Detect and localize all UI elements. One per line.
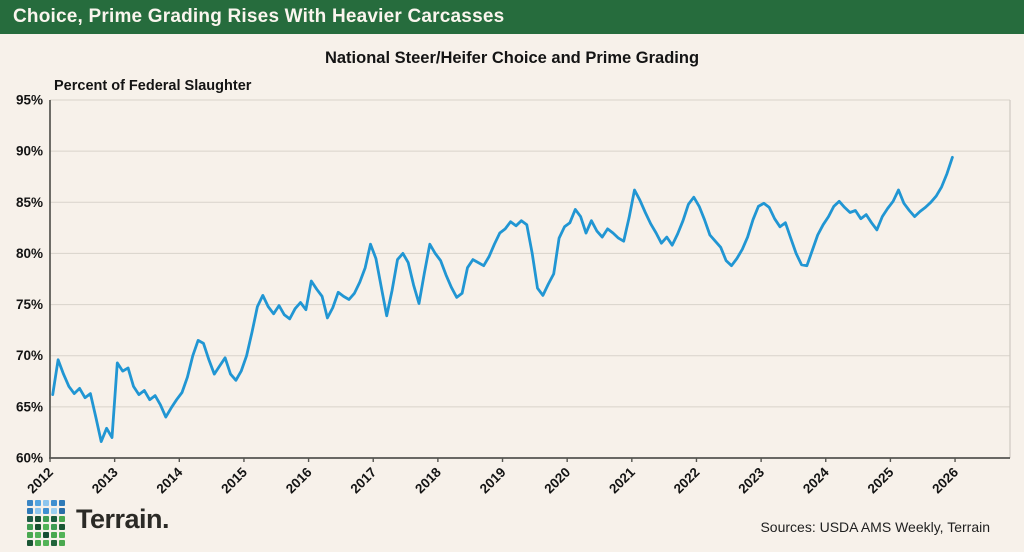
- logo-grid-cell: [27, 532, 33, 538]
- x-tick-label: 2017: [348, 465, 380, 497]
- y-tick-label: 65%: [16, 399, 43, 414]
- logo-grid-cell: [59, 500, 65, 506]
- terrain-logo-icon: [27, 500, 65, 546]
- y-tick-label: 90%: [16, 144, 43, 159]
- x-tick-label: 2025: [865, 464, 897, 496]
- x-tick-label: 2026: [929, 464, 961, 496]
- x-tick-label: 2021: [606, 464, 638, 496]
- logo-grid-cell: [43, 516, 49, 522]
- logo-grid-cell: [59, 508, 65, 514]
- logo-grid-cell: [59, 524, 65, 530]
- logo-grid-cell: [59, 532, 65, 538]
- logo-grid-cell: [43, 524, 49, 530]
- y-tick-label: 85%: [16, 195, 43, 210]
- y-tick-label: 60%: [16, 451, 43, 466]
- logo-grid-cell: [43, 540, 49, 546]
- logo-grid-cell: [59, 516, 65, 522]
- header-bar: Choice, Prime Grading Rises With Heavier…: [0, 0, 1024, 34]
- page-title: Choice, Prime Grading Rises With Heavier…: [13, 6, 505, 27]
- y-axis-unit-label: Percent of Federal Slaughter: [54, 78, 252, 94]
- logo-grid-cell: [51, 540, 57, 546]
- logo-grid-cell: [43, 500, 49, 506]
- logo-grid-cell: [35, 516, 41, 522]
- logo-grid-cell: [43, 508, 49, 514]
- y-tick-label: 75%: [16, 297, 43, 312]
- logo-grid-cell: [35, 508, 41, 514]
- logo-grid-cell: [51, 516, 57, 522]
- logo-grid-cell: [27, 540, 33, 546]
- logo-grid-cell: [51, 500, 57, 506]
- logo-grid-cell: [35, 540, 41, 546]
- x-tick-label: 2020: [541, 465, 573, 497]
- logo-grid-cell: [27, 524, 33, 530]
- logo-grid-cell: [43, 532, 49, 538]
- x-tick-label: 2016: [283, 464, 315, 496]
- brand-wordmark: Terrain.: [76, 504, 170, 534]
- logo-grid-cell: [51, 532, 57, 538]
- y-tick-label: 95%: [16, 93, 43, 108]
- logo-grid-cell: [27, 500, 33, 506]
- logo-grid-cell: [27, 516, 33, 522]
- logo-grid-cell: [59, 540, 65, 546]
- logo-grid-cell: [35, 524, 41, 530]
- logo-grid-cell: [35, 532, 41, 538]
- x-tick-label: 2018: [412, 464, 444, 496]
- data-line: [51, 155, 954, 444]
- x-tick-label: 2022: [671, 465, 703, 497]
- x-tick-label: 2024: [800, 464, 832, 496]
- x-tick-label: 2012: [24, 465, 56, 497]
- logo-grid-cell: [51, 508, 57, 514]
- logo-grid-cell: [27, 508, 33, 514]
- x-tick-label: 2014: [154, 464, 186, 496]
- x-tick-label: 2013: [89, 464, 121, 496]
- x-tick-label: 2019: [477, 465, 509, 497]
- y-tick-label: 80%: [16, 246, 43, 261]
- y-tick-label: 70%: [16, 348, 43, 363]
- chart-title: National Steer/Heifer Choice and Prime G…: [324, 49, 700, 67]
- sources-note: Sources: USDA AMS Weekly, Terrain: [760, 519, 990, 535]
- x-tick-label: 2023: [735, 464, 767, 496]
- logo-grid-cell: [35, 500, 41, 506]
- x-tick-label: 2015: [218, 464, 250, 496]
- logo-grid-cell: [51, 524, 57, 530]
